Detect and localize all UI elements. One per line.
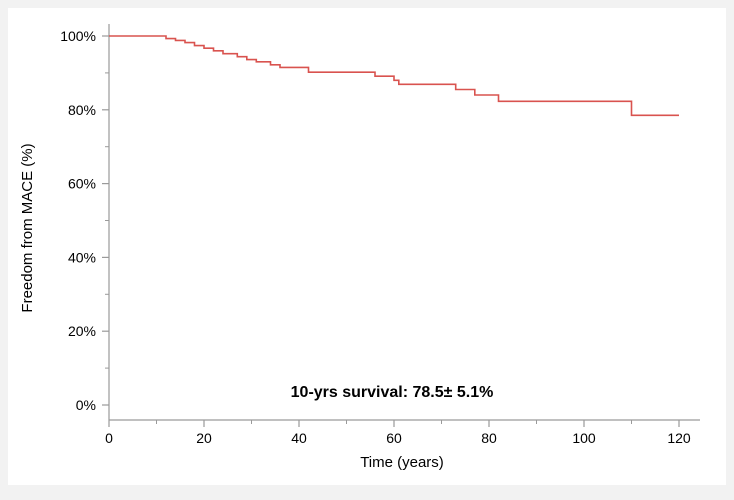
y-tick-label: 0% [76,397,96,413]
x-tick-label: 120 [667,430,691,446]
survival-annotation: 10-yrs survival: 78.5± 5.1% [291,384,494,401]
y-tick-label: 60% [68,176,96,192]
survival-curve [109,35,679,117]
axes: 0% 20% 40% 60% 80% 100% 0 20 40 60 80 100 120 [60,24,700,446]
x-tick-label: 80 [481,430,497,446]
x-tick-label: 20 [196,430,212,446]
y-tick-label: 100% [60,28,96,44]
y-tick-label: 20% [68,323,96,339]
y-tick-label: 40% [68,249,96,265]
x-tick-label: 40 [291,430,307,446]
series-layer [109,35,679,117]
kaplan-meier-chart: 0% 20% 40% 60% 80% 100% 0 20 40 60 80 100 120 10-yrs… [19,24,700,471]
x-tick-label: 100 [572,430,596,446]
y-axis-label: Freedom from MACE (%) [19,143,36,312]
x-axis-label: Time (years) [360,454,444,471]
x-tick-label: 0 [105,430,113,446]
y-tick-label: 80% [68,102,96,118]
x-tick-label: 60 [386,430,402,446]
chart-figure: 0% 20% 40% 60% 80% 100% 0 20 40 60 80 100 120 10-yrs… [8,8,726,485]
